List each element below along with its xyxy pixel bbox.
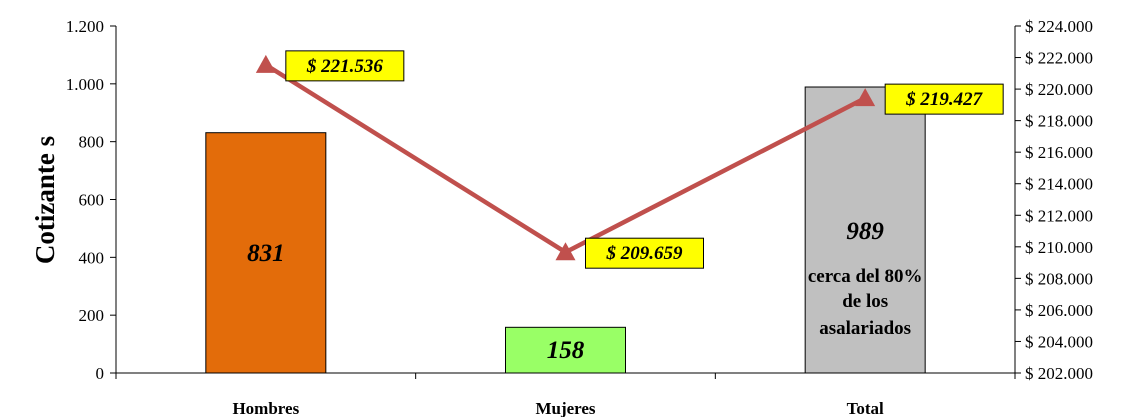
y-left-tick-label: 1.000	[66, 75, 104, 94]
y-left-tick-label: 200	[79, 306, 105, 325]
point-label: $ 221.536	[306, 56, 384, 77]
y-left-tick-label: 400	[79, 248, 105, 267]
bar-total	[804, 86, 926, 374]
line-layer	[255, 54, 876, 261]
total-annotation-line: de los	[842, 291, 888, 312]
y-left-tick-label: 600	[79, 191, 105, 210]
y-right-tick-label: $ 218.000	[1025, 112, 1093, 131]
total-annotation-line: asalariados	[819, 318, 911, 339]
y-left-tick-label: 1.200	[66, 17, 104, 36]
y-right-tick-label: $ 222.000	[1025, 49, 1093, 68]
x-tick-label: Mujeres	[535, 399, 595, 417]
y-right-tick-label: $ 224.000	[1025, 17, 1093, 36]
y-right-tick-label: $ 204.000	[1025, 332, 1093, 351]
y-right-tick-label: $ 210.000	[1025, 238, 1093, 257]
line-marker	[255, 54, 276, 73]
y-right-tick-label: $ 212.000	[1025, 206, 1093, 225]
y-left-tick-label: 0	[96, 364, 105, 383]
y-axis-title: Cotizante s	[30, 136, 60, 264]
line-series-salario	[264, 62, 867, 255]
y-right-tick-label: $ 202.000	[1025, 364, 1093, 383]
point-label-box	[884, 83, 1004, 115]
y-right-tick-label: $ 206.000	[1025, 301, 1093, 320]
bar-mujeres	[505, 326, 626, 374]
y-right-tick-label: $ 220.000	[1025, 80, 1093, 99]
bar-hombres	[205, 132, 327, 374]
bar-value-label: 831	[247, 240, 285, 267]
y-right-tick-label: $ 216.000	[1025, 143, 1093, 162]
y-right-tick-label: $ 208.000	[1025, 269, 1093, 288]
x-tick-label: Total	[847, 399, 884, 417]
point-label-box	[585, 237, 704, 269]
bars-layer	[205, 86, 926, 374]
bar-value-label: 989	[846, 218, 884, 245]
point-label: $ 219.427	[905, 89, 984, 110]
y-right-tick-label: $ 214.000	[1025, 175, 1093, 194]
axes-layer: 0 200 400 600 800 1.000 1.200 $ 202.000 $ 204.00…	[66, 17, 1093, 417]
y-left-tick-label: 800	[79, 133, 105, 152]
x-tick-label: Hombres	[232, 399, 299, 417]
labels-layer: $ 221.536 $ 209.659 $ 219.427 831 158 989 cerc…	[247, 50, 1004, 364]
bar-value-label: 158	[547, 337, 585, 364]
line-marker	[555, 242, 576, 261]
line-marker	[855, 88, 876, 107]
point-label: $ 209.659	[606, 243, 684, 264]
point-label-box	[285, 50, 405, 82]
total-annotation-line: cerca del 80%	[808, 266, 923, 287]
